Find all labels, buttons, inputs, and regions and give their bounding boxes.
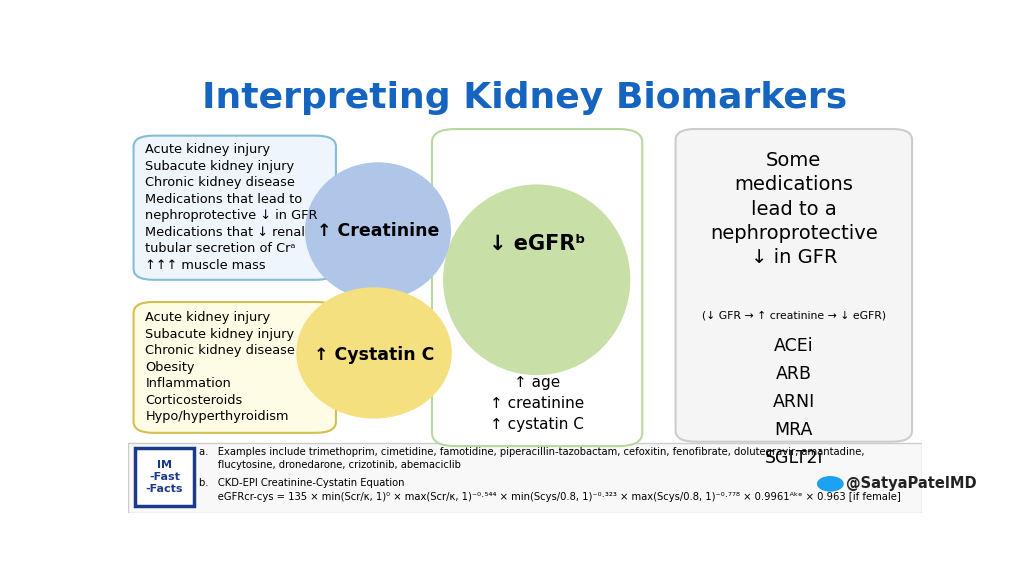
Ellipse shape <box>296 287 452 419</box>
Text: ↑ age
↑ creatinine
↑ cystatin C: ↑ age ↑ creatinine ↑ cystatin C <box>489 376 584 433</box>
Ellipse shape <box>443 184 631 375</box>
FancyBboxPatch shape <box>128 442 922 513</box>
Text: (↓ GFR → ↑ creatinine → ↓ eGFR): (↓ GFR → ↑ creatinine → ↓ eGFR) <box>701 310 886 320</box>
Ellipse shape <box>305 162 451 300</box>
Text: Some
medications
lead to a
nephroprotective
↓ in GFR: Some medications lead to a nephroprotect… <box>710 151 878 267</box>
FancyBboxPatch shape <box>432 129 642 446</box>
Text: IM
-Fast
-Facts: IM -Fast -Facts <box>145 460 183 494</box>
Circle shape <box>817 477 843 491</box>
Text: @SatyaPatelMD: @SatyaPatelMD <box>846 476 977 491</box>
Text: Acute kidney injury
Subacute kidney injury
Chronic kidney disease
Obesity
Inflam: Acute kidney injury Subacute kidney inju… <box>145 311 295 423</box>
FancyBboxPatch shape <box>676 129 912 442</box>
Text: ACEi
ARB
ARNI
MRA
SGLT2i: ACEi ARB ARNI MRA SGLT2i <box>765 338 823 467</box>
Text: Interpreting Kidney Biomarkers: Interpreting Kidney Biomarkers <box>202 81 848 115</box>
FancyBboxPatch shape <box>133 135 336 280</box>
FancyBboxPatch shape <box>133 302 336 433</box>
Text: ↑ Cystatin C: ↑ Cystatin C <box>313 346 434 364</box>
Text: b.   CKD-EPI Creatinine-Cystatin Equation
      eGFRcr-cys = 135 × min(Scr/κ, 1): b. CKD-EPI Creatinine-Cystatin Equation … <box>200 479 901 502</box>
Text: ↓ eGFRᵇ: ↓ eGFRᵇ <box>488 234 585 255</box>
FancyBboxPatch shape <box>135 448 194 506</box>
Text: a.   Examples include trimethoprim, cimetidine, famotidine, piperacillin-tazobac: a. Examples include trimethoprim, cimeti… <box>200 447 865 470</box>
Text: Acute kidney injury
Subacute kidney injury
Chronic kidney disease
Medications th: Acute kidney injury Subacute kidney inju… <box>145 143 318 272</box>
Text: ↑ Creatinine: ↑ Creatinine <box>316 222 439 240</box>
